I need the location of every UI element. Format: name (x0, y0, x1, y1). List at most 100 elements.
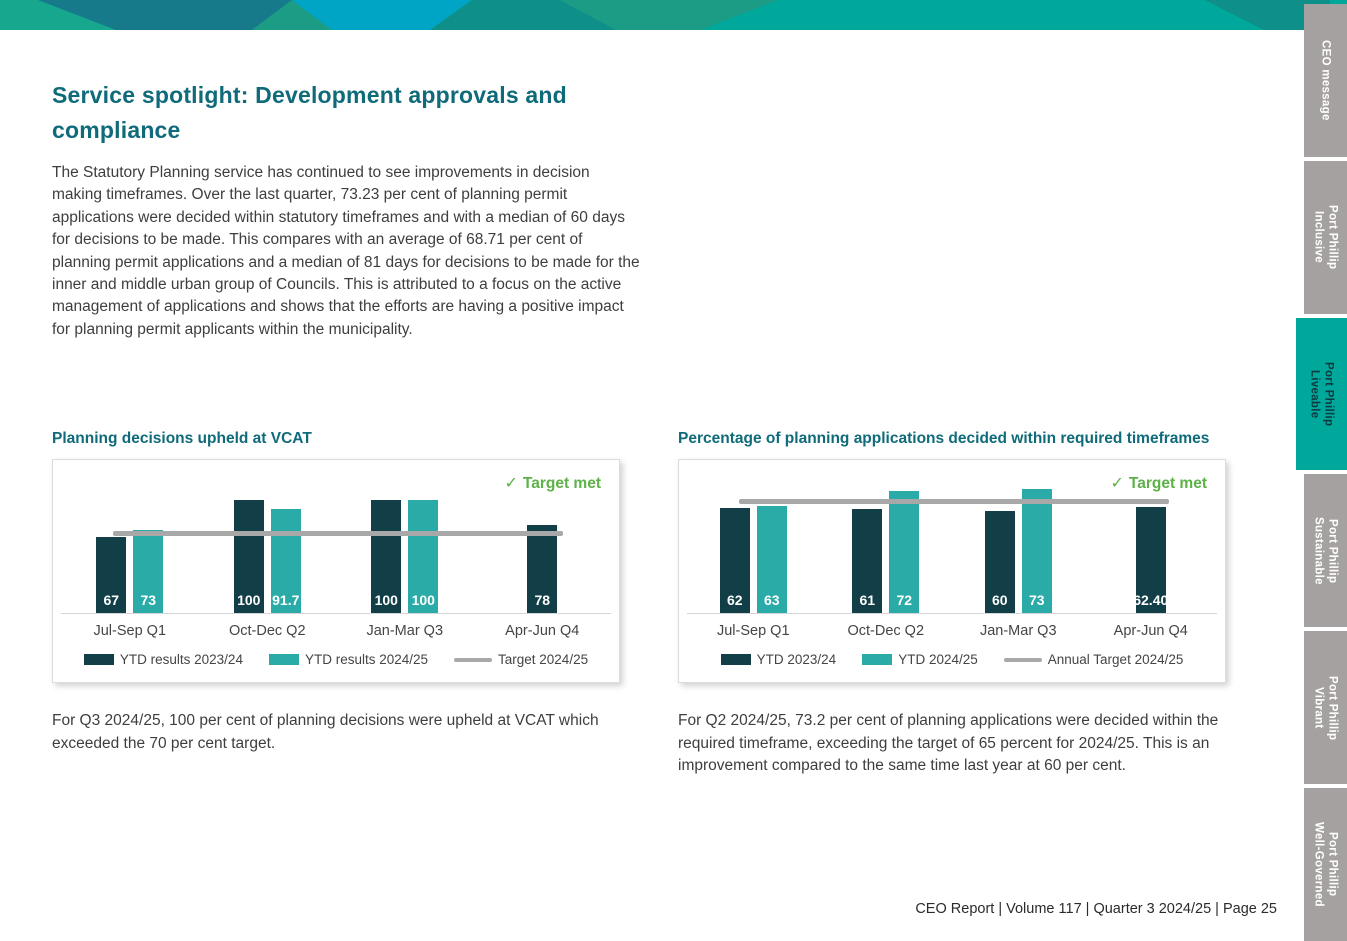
bar-value-label: 91.7 (272, 592, 300, 609)
charts-row: Planning decisions upheld at VCAT ✓ Targe… (52, 429, 1296, 793)
tab-sustainable-port-phillip[interactable]: Sustainable Port Phillip (1304, 474, 1347, 628)
tab-ceo-message[interactable]: CEO message (1304, 4, 1347, 157)
timeframes-chart-panel: ✓ Target met 62 63 61 72 60 73 62.40 Jul-Sep Q1 Oc… (678, 459, 1226, 684)
target-met-text: Target met (522, 475, 601, 493)
chart-section-vcat: Planning decisions upheld at VCAT ✓ Targe… (52, 429, 620, 793)
vcat-chart-panel: ✓ Target met 67 73 100 91.7 100 100 78 Jul-Sep Q1… (52, 459, 620, 684)
chart-legend: YTD results 2023/24 YTD results 2024/25 Ta… (53, 652, 619, 667)
tab-inclusive-label: Inclusive Port Phillip (1312, 205, 1339, 270)
legend-label: Annual Target 2024/25 (1047, 652, 1184, 668)
bar-prev-year: 100 (371, 500, 402, 614)
legend-swatch (268, 654, 299, 666)
axis-category-label: Jan-Mar Q3 (366, 623, 444, 640)
axis-category-label: Jan-Mar Q3 (979, 623, 1057, 640)
bar-current-year: 63 (756, 506, 787, 614)
tab-vibrant-port-phillip[interactable]: Vibrant Port Phillip (1304, 631, 1347, 785)
section-nav: CEO message Inclusive Port Phillip Liveab… (1296, 0, 1347, 941)
legend-label: YTD results 2023/24 (119, 652, 243, 668)
target-met-label: ✓ Target met (505, 473, 602, 493)
axis-category-label: Jul-Sep Q1 (93, 623, 167, 640)
tab-well-governed-port-phillip[interactable]: Well-Governed Port Phillip (1304, 788, 1347, 941)
target-met-label: ✓ Target met (1111, 473, 1208, 493)
bar-value-label: 63 (763, 592, 780, 609)
check-icon: ✓ (1110, 475, 1124, 493)
bar-prev-year: 61 (852, 509, 883, 614)
bar-group: 62 63 (687, 460, 820, 614)
chart-plot: 62 63 61 72 60 73 62.40 (687, 460, 1218, 615)
target-line (739, 499, 1169, 505)
bar-value-label: 73 (140, 592, 157, 609)
bar-prev-year: 62 (719, 508, 750, 614)
bar-group: 62.40 (1085, 460, 1218, 614)
axis-category-label: Apr-Jun Q4 (505, 623, 580, 640)
bar-prev-year: 78 (527, 525, 558, 614)
bar-prev-year: 62.40 (1133, 507, 1169, 614)
bar-prev-year: 60 (984, 511, 1015, 614)
main-content: Service spotlight: Development approvals… (0, 30, 1296, 793)
chart-caption-vcat: For Q3 2024/25, 100 per cent of planning… (52, 712, 599, 752)
bar-current-year: 91.7 (270, 509, 301, 614)
bar-group: 60 73 (952, 460, 1085, 614)
chart-legend: YTD 2023/24 YTD 2024/25 Annual Target 2024… (679, 652, 1225, 667)
target-met-text: Target met (1128, 475, 1207, 493)
bar-value-label: 78 (534, 592, 551, 609)
tab-sustainable-label: Sustainable Port Phillip (1312, 516, 1339, 585)
tab-vibrant-label: Vibrant Port Phillip (1312, 675, 1339, 740)
legend-swatch-line (454, 657, 493, 662)
bar-value-label: 62.40 (1133, 592, 1169, 609)
legend-item: Annual Target 2024/25 (1003, 652, 1184, 668)
tab-inclusive-port-phillip[interactable]: Inclusive Port Phillip (1304, 160, 1347, 314)
bar-group: 100 91.7 (199, 460, 337, 614)
chart-section-timeframes: Percentage of planning applications deci… (678, 429, 1226, 793)
legend-label: Target 2024/25 (498, 652, 589, 668)
tab-liveable-label: Liveable Port Phillip (1308, 361, 1335, 427)
legend-item: YTD 2024/25 (862, 652, 978, 667)
target-line (113, 531, 563, 537)
page-title: Service spotlight: Development approvals… (52, 78, 1296, 148)
chart-plot: 67 73 100 91.7 100 100 78 (61, 460, 612, 615)
bar-value-label: 100 (411, 592, 435, 609)
bar-current-year: 72 (889, 491, 920, 614)
axis-categories: Jul-Sep Q1 Oct-Dec Q2 Jan-Mar Q3 Apr-Jun Q4 (687, 614, 1217, 639)
bar-current-year: 73 (1021, 489, 1052, 614)
chart-caption-timeframes: For Q2 2024/25, 73.2 per cent of plannin… (678, 712, 1219, 775)
bar-prev-year: 67 (96, 537, 127, 614)
bar-value-label: 67 (103, 592, 120, 609)
legend-swatch (83, 654, 114, 666)
legend-swatch (720, 654, 751, 666)
legend-swatch-line (1003, 657, 1042, 662)
legend-label: YTD 2023/24 (756, 652, 837, 668)
tab-well-governed-label: Well-Governed Port Phillip (1312, 822, 1339, 907)
bar-group: 78 (474, 460, 612, 614)
page-title-line-1: Service spotlight: Development approvals… (52, 82, 567, 108)
bar-value-label: 72 (896, 592, 913, 609)
bar-value-label: 100 (374, 592, 398, 609)
check-icon: ✓ (504, 475, 518, 493)
bar-prev-year: 100 (233, 500, 264, 614)
legend-swatch (862, 654, 893, 666)
legend-item: Target 2024/25 (454, 652, 588, 667)
axis-category-label: Jul-Sep Q1 (716, 623, 790, 640)
bar-value-label: 62 (726, 592, 743, 609)
legend-label: YTD results 2024/25 (304, 652, 429, 668)
report-footer: CEO Report | Volume 117 | Quarter 3 2024… (915, 901, 1277, 917)
page-title-line-2: compliance (52, 117, 181, 143)
bar-value-label: 100 (237, 592, 261, 609)
bar-current-year: 100 (408, 500, 439, 614)
axis-category-label: Apr-Jun Q4 (1113, 623, 1188, 640)
bar-value-label: 73 (1028, 592, 1045, 609)
axis-category-label: Oct-Dec Q2 (847, 623, 925, 640)
legend-label: YTD 2024/25 (898, 652, 978, 668)
bar-group: 100 100 (336, 460, 474, 614)
axis-categories: Jul-Sep Q1 Oct-Dec Q2 Jan-Mar Q3 Apr-Jun Q4 (61, 614, 611, 639)
intro-paragraph: The Statutory Planning service has conti… (52, 164, 640, 338)
bar-value-label: 60 (991, 592, 1008, 609)
tab-liveable-port-phillip[interactable]: Liveable Port Phillip (1296, 317, 1347, 471)
tab-ceo-message-label: CEO message (1319, 40, 1332, 121)
bar-group: 61 72 (820, 460, 953, 614)
bar-value-label: 61 (859, 592, 876, 609)
chart-title-timeframes: Percentage of planning applications deci… (678, 430, 1210, 448)
bar-group: 67 73 (61, 460, 199, 614)
chart-title-vcat: Planning decisions upheld at VCAT (52, 430, 312, 448)
